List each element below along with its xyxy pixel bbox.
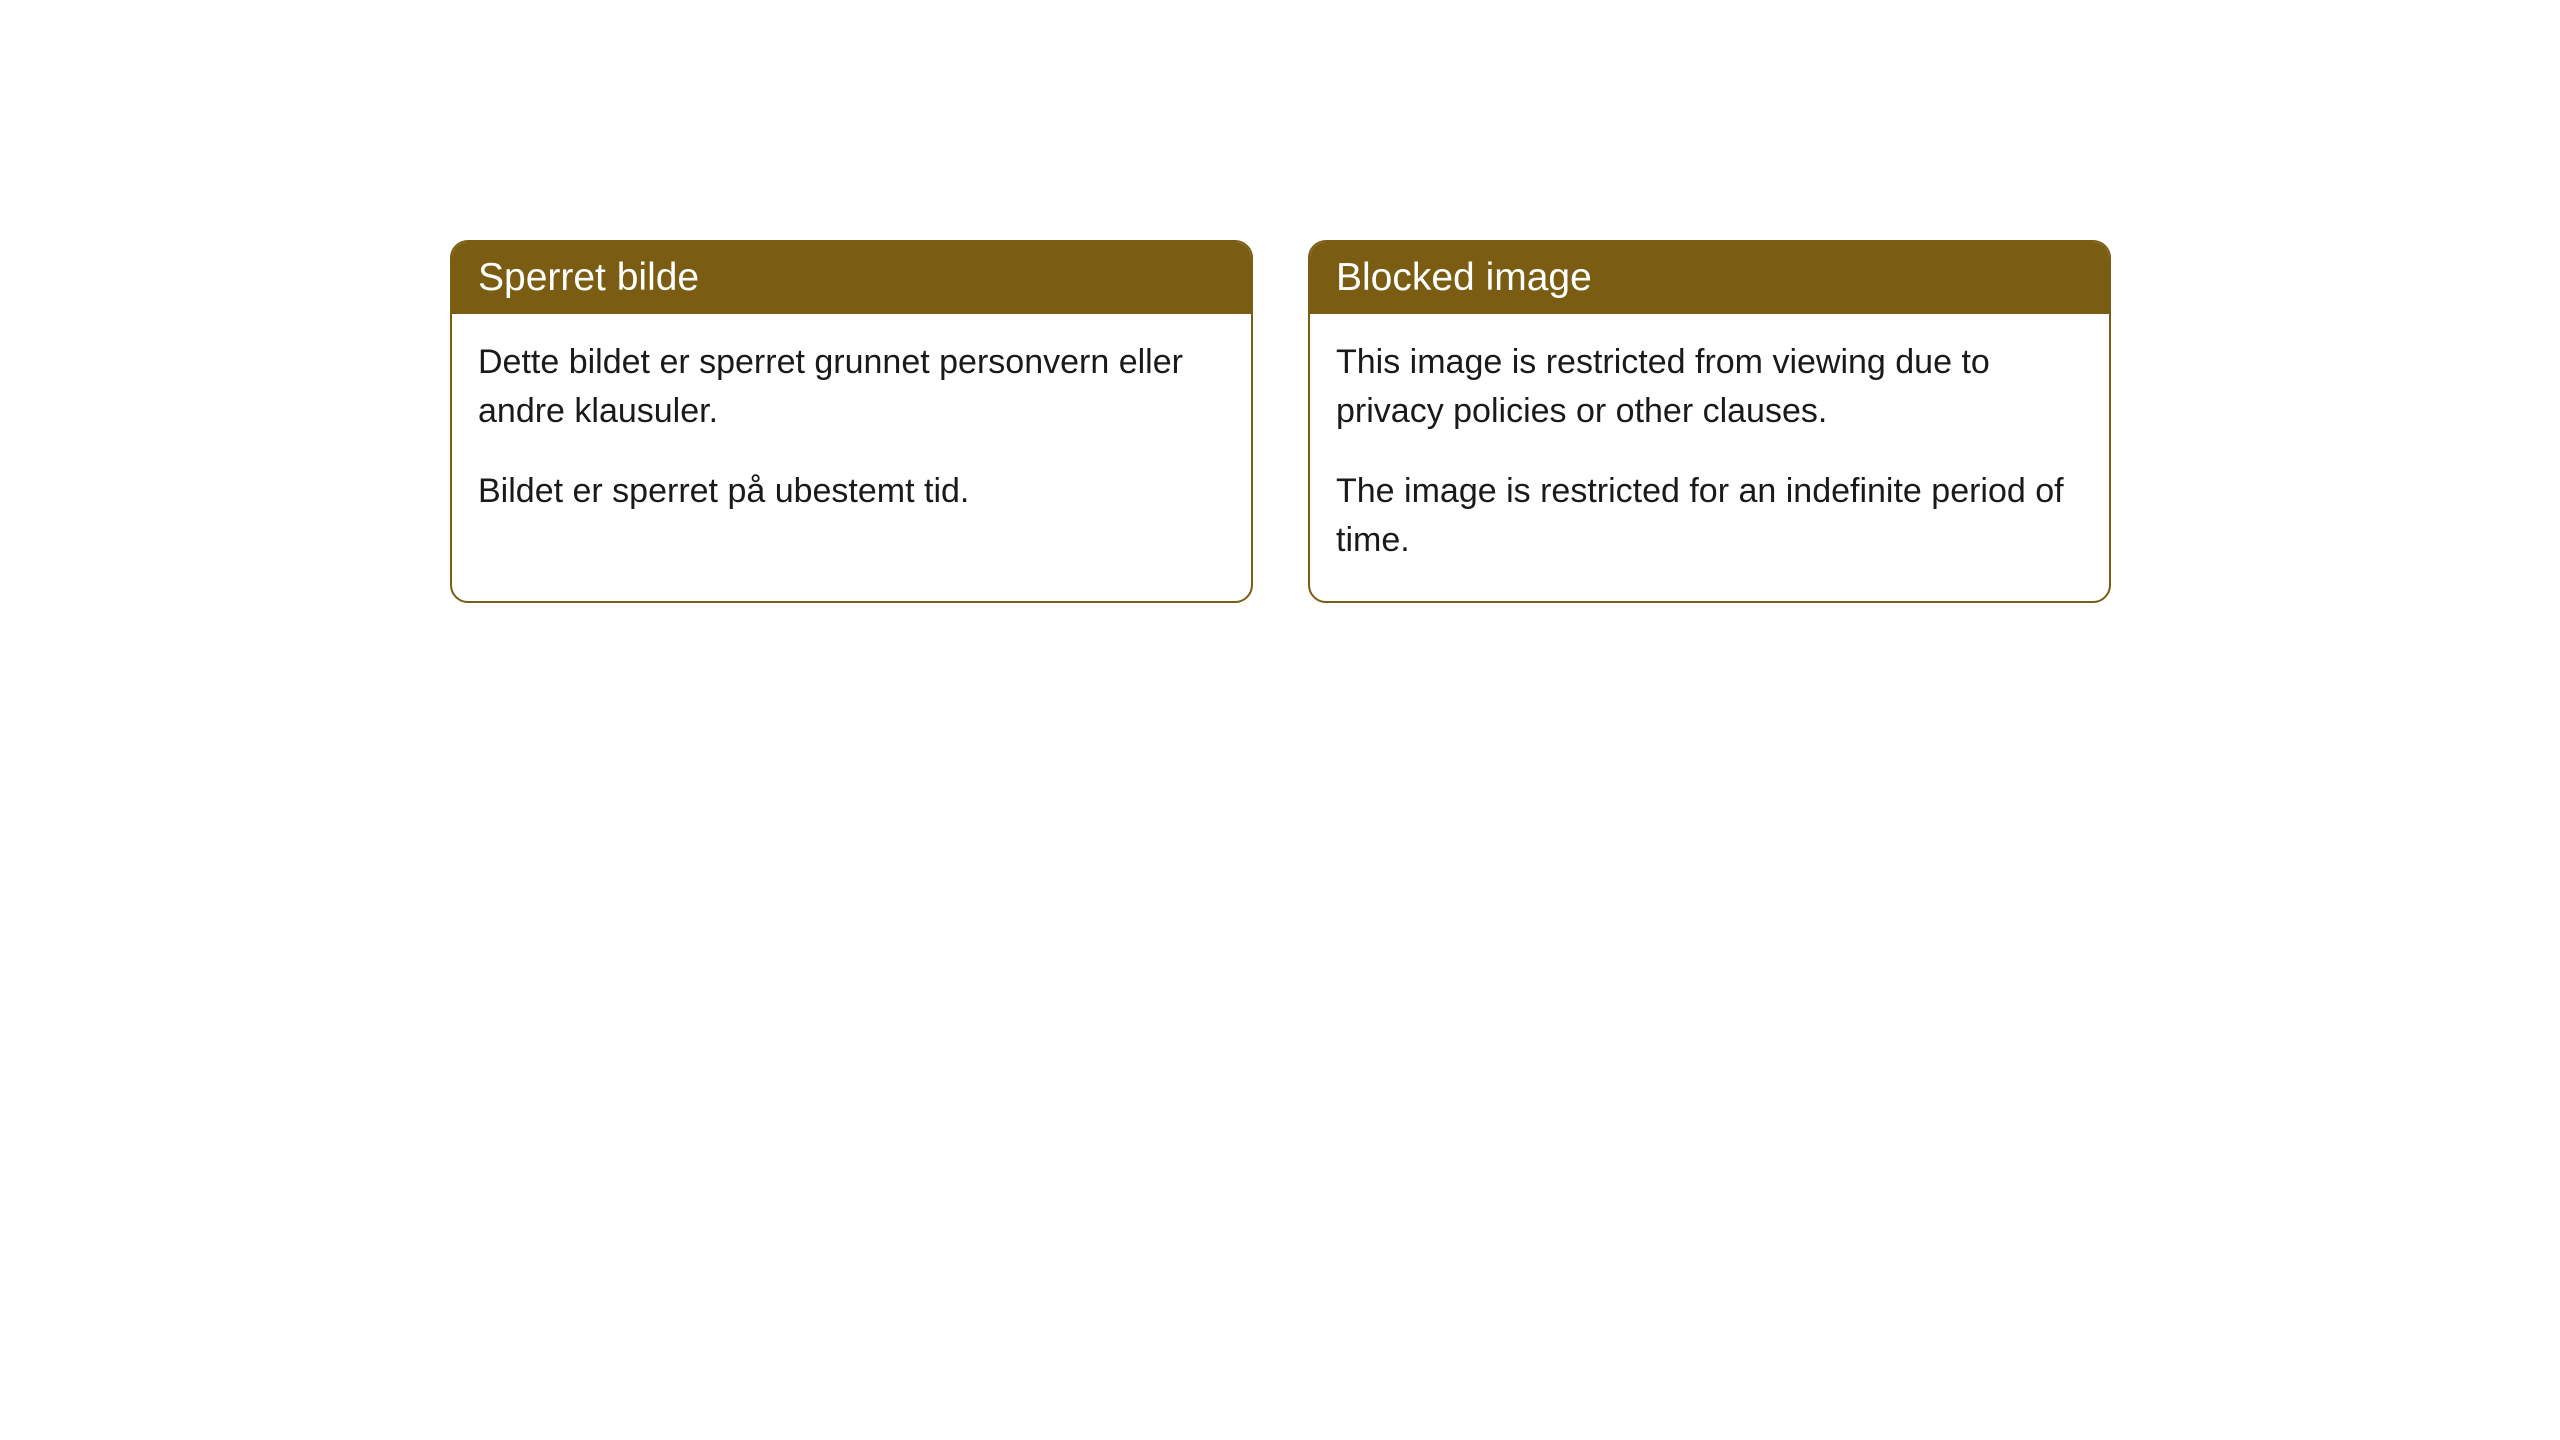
card-paragraph: This image is restricted from viewing du… [1336, 338, 2083, 437]
card-paragraph: The image is restricted for an indefinit… [1336, 467, 2083, 566]
card-header: Blocked image [1310, 242, 2109, 314]
card-body: Dette bildet er sperret grunnet personve… [452, 314, 1251, 552]
notice-cards-container: Sperret bilde Dette bildet er sperret gr… [450, 240, 2560, 603]
card-body: This image is restricted from viewing du… [1310, 314, 2109, 601]
card-paragraph: Dette bildet er sperret grunnet personve… [478, 338, 1225, 437]
notice-card-norwegian: Sperret bilde Dette bildet er sperret gr… [450, 240, 1253, 603]
card-header: Sperret bilde [452, 242, 1251, 314]
card-paragraph: Bildet er sperret på ubestemt tid. [478, 467, 1225, 516]
card-title: Sperret bilde [478, 256, 699, 299]
card-title: Blocked image [1336, 256, 1592, 299]
notice-card-english: Blocked image This image is restricted f… [1308, 240, 2111, 603]
